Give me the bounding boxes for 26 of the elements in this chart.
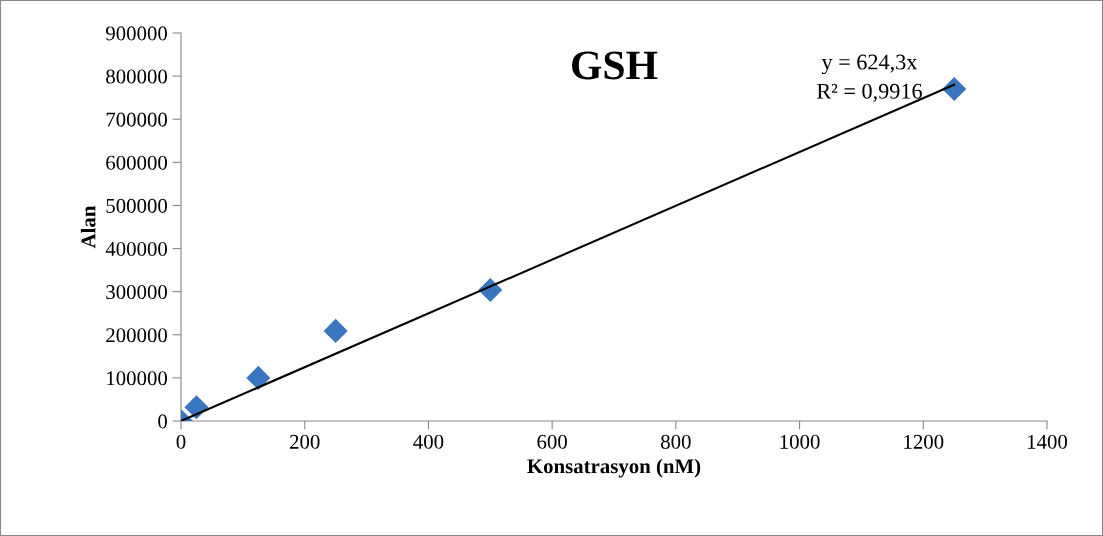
x-tick-label: 0: [176, 434, 186, 449]
y-tick-label: 800000: [106, 69, 168, 84]
y-tick-label: 400000: [105, 241, 168, 256]
y-tick-label: 600000: [106, 155, 168, 170]
x-tick-label: 1400: [1028, 434, 1068, 449]
y-tick-label: 500000: [106, 198, 168, 213]
y-tick-label: 900000: [105, 26, 168, 41]
y-tick-label: 0: [158, 414, 168, 429]
x-tick-label: 800: [661, 434, 691, 449]
y-axis-title: Alan: [80, 205, 96, 249]
x-tick-label: 1000: [780, 434, 820, 449]
annotation: R² = 0,9916: [816, 83, 922, 102]
annotation: y = 624,3x: [821, 54, 918, 75]
y-tick-label: 700000: [106, 112, 168, 127]
point: [942, 77, 967, 102]
x-tick-label: 400: [413, 434, 444, 449]
x-axis-title: Konsatrasyon (nM): [527, 458, 701, 478]
x-tick-label: 600: [537, 434, 567, 449]
x-tick-label: 1200: [904, 434, 944, 449]
y-tick-label: 100000: [107, 371, 168, 386]
chart-title: GSH: [572, 51, 658, 80]
x-tick-label: 200: [290, 434, 320, 449]
y-tick-label: 200000: [106, 328, 168, 343]
point: [246, 365, 271, 390]
point: [323, 318, 348, 343]
y-tick-label: 300000: [106, 285, 168, 300]
